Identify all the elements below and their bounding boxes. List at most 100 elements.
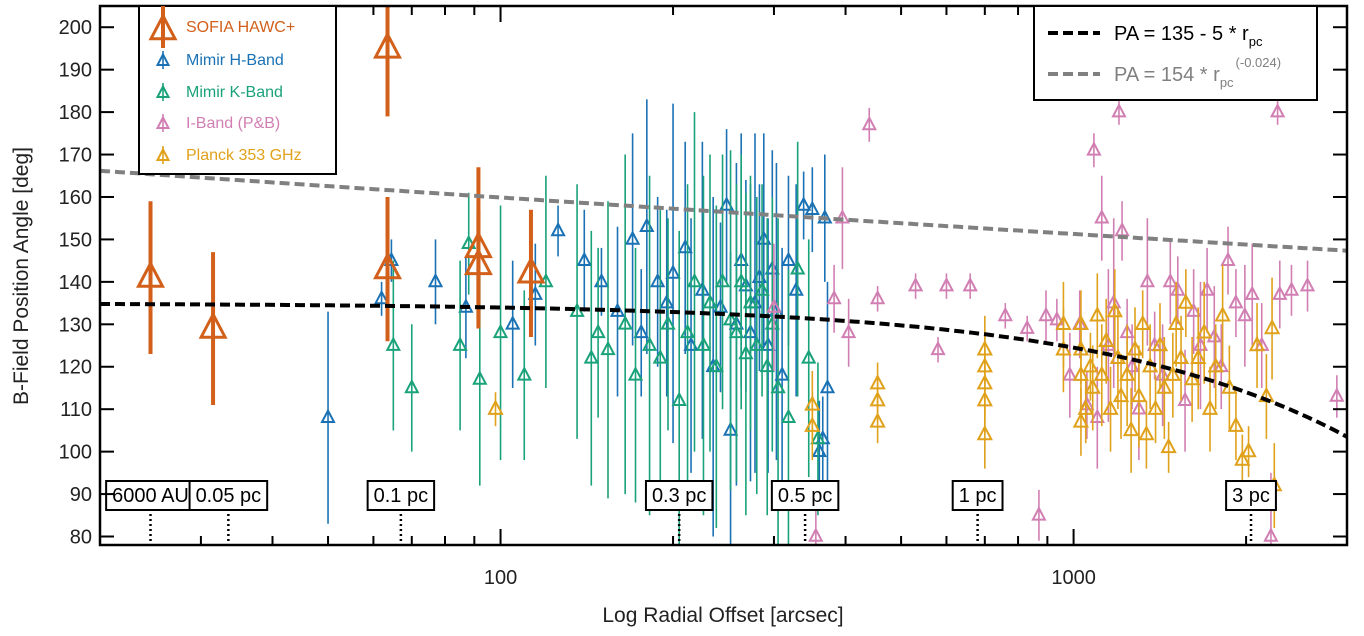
legend-marker	[155, 52, 171, 66]
data-point	[1086, 141, 1102, 156]
data-point	[1263, 318, 1281, 335]
data-point	[1147, 399, 1164, 415]
scale-marker: 1 pc	[951, 480, 1004, 545]
scale-marker-box	[188, 480, 269, 511]
data-point	[487, 399, 504, 415]
data-point	[1207, 356, 1224, 373]
data-point	[1201, 399, 1219, 415]
scale-marker-box	[1225, 480, 1277, 511]
data-point	[1098, 331, 1115, 347]
data-point	[492, 323, 509, 339]
data-point	[1089, 408, 1105, 423]
data-point	[749, 336, 765, 351]
legend-label: Mimir K-Band	[186, 84, 283, 101]
data-point	[671, 391, 687, 406]
data-point	[633, 323, 649, 339]
data-point	[1263, 527, 1279, 542]
data-point	[834, 208, 851, 224]
fit-legend-item: PA = 135 - 5 * rpc	[1048, 23, 1263, 49]
data-point	[1082, 356, 1099, 373]
fit-legend-label: PA = 135 - 5 * rpc	[1114, 23, 1263, 49]
data-point	[754, 281, 770, 296]
data-point	[742, 293, 759, 309]
series-mimir-k-band	[385, 112, 826, 545]
scale-marker-label: 0.1 pc	[374, 485, 428, 507]
fit-legend-frame	[1033, 5, 1318, 101]
data-point	[1164, 365, 1181, 381]
data-point	[583, 349, 599, 364]
legend-marker	[155, 115, 171, 129]
data-point	[1185, 302, 1202, 317]
data-point	[472, 370, 488, 385]
data-point	[801, 349, 817, 364]
data-point	[1118, 365, 1136, 381]
legend-label: Mimir H-Band	[186, 52, 284, 69]
data-point	[1156, 378, 1173, 394]
data-point	[198, 311, 228, 339]
data-point	[1062, 366, 1078, 381]
data-point	[790, 259, 806, 275]
data-point	[869, 289, 886, 305]
data-point	[760, 336, 776, 351]
data-point	[795, 196, 812, 211]
data-point	[1072, 314, 1090, 330]
x-tick-label: 1000	[1051, 567, 1096, 589]
data-point	[1329, 387, 1345, 402]
x-tick-label: 100	[484, 567, 517, 589]
data-point	[136, 260, 165, 288]
data-point	[452, 336, 468, 351]
data-point	[1055, 314, 1072, 330]
data-point	[576, 251, 592, 266]
data-point	[1077, 399, 1094, 415]
scale-marker-box	[105, 480, 196, 511]
data-point	[714, 272, 731, 288]
y-tick-label: 110	[60, 399, 92, 421]
fit-layer	[99, 168, 1348, 439]
data-point	[702, 293, 718, 309]
scale-marker: 6000 AU	[105, 480, 196, 545]
scale-marker: 0.3 pc	[644, 480, 714, 545]
data-point	[1196, 322, 1213, 339]
y-tick-label: 180	[59, 102, 92, 124]
legend-item: SOFIA HAWC+	[148, 6, 295, 48]
legend-marker	[155, 147, 171, 161]
data-point	[718, 196, 735, 211]
data-point	[686, 272, 703, 288]
data-point	[976, 424, 993, 441]
y-tick-label: 120	[59, 357, 92, 379]
data-point	[780, 408, 797, 423]
data-point	[641, 336, 658, 351]
data-point	[997, 306, 1013, 322]
data-point	[1237, 306, 1253, 322]
data-point	[600, 340, 616, 356]
scale-marker-box	[951, 480, 1004, 511]
data-point	[1138, 424, 1155, 441]
data-point	[840, 323, 857, 339]
data-point	[660, 315, 676, 330]
scale-markers: 6000 AU 0.05 pc 0.1 pc 0.3 pc 0.5 pc 1 pc 3 pc	[105, 480, 1277, 545]
data-point	[1283, 281, 1300, 296]
data-point	[819, 378, 836, 394]
data-point	[385, 336, 401, 351]
data-point	[1228, 293, 1244, 309]
data-point	[1299, 276, 1316, 292]
data-point	[1093, 365, 1110, 381]
data-point	[516, 255, 546, 284]
data-point	[659, 293, 675, 309]
scale-marker: 3 pc	[1225, 480, 1277, 545]
legend-item: I-Band (P&B)	[155, 114, 280, 132]
data-point	[665, 264, 681, 279]
data-point	[826, 289, 842, 305]
data-point	[627, 366, 644, 381]
y-axis-label: B-Field Position Angle [deg]	[10, 147, 33, 405]
data-point	[461, 234, 477, 249]
legend-item: Planck 353 GHz	[155, 146, 302, 164]
data-point	[810, 429, 826, 445]
legend-item: Mimir H-Band	[155, 51, 284, 69]
scale-marker-box	[770, 480, 840, 511]
data-point	[1134, 314, 1151, 330]
data-point	[1183, 369, 1201, 386]
scale-marker-box	[366, 480, 436, 511]
data-point	[907, 276, 924, 292]
scale-marker-label: 0.3 pc	[652, 485, 706, 507]
